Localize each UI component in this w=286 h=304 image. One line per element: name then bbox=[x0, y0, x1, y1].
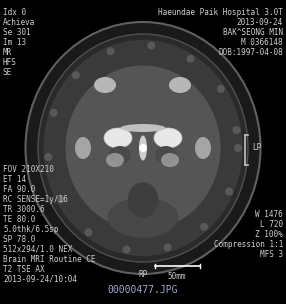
Text: TR 3000.6: TR 3000.6 bbox=[3, 205, 45, 214]
Text: 2013-09-24/10:04: 2013-09-24/10:04 bbox=[3, 275, 77, 284]
Text: ET 14: ET 14 bbox=[3, 175, 26, 184]
Ellipse shape bbox=[72, 71, 80, 79]
Text: TE 80.0: TE 80.0 bbox=[3, 215, 35, 224]
Ellipse shape bbox=[195, 137, 211, 159]
Text: W 1476: W 1476 bbox=[255, 210, 283, 219]
Text: Brain MRI Routine CE: Brain MRI Routine CE bbox=[3, 255, 96, 264]
Text: 5.0thk/6.5sp: 5.0thk/6.5sp bbox=[3, 225, 59, 234]
Ellipse shape bbox=[75, 137, 91, 159]
Ellipse shape bbox=[109, 146, 131, 164]
Ellipse shape bbox=[106, 153, 124, 167]
Text: BAK^SEONG MIN: BAK^SEONG MIN bbox=[223, 28, 283, 37]
Ellipse shape bbox=[155, 146, 177, 164]
Ellipse shape bbox=[57, 195, 65, 203]
Text: 512x294/1.0 NEX: 512x294/1.0 NEX bbox=[3, 245, 72, 254]
Ellipse shape bbox=[186, 55, 194, 63]
Text: Compression 1:1: Compression 1:1 bbox=[214, 240, 283, 249]
Ellipse shape bbox=[200, 223, 208, 231]
Ellipse shape bbox=[169, 77, 191, 93]
Ellipse shape bbox=[44, 40, 242, 255]
Ellipse shape bbox=[108, 198, 178, 238]
Ellipse shape bbox=[84, 228, 92, 237]
Ellipse shape bbox=[38, 34, 248, 262]
Text: 00000477.JPG: 00000477.JPG bbox=[108, 285, 178, 295]
Text: SE: SE bbox=[3, 68, 12, 77]
Ellipse shape bbox=[161, 153, 179, 167]
Ellipse shape bbox=[25, 22, 261, 274]
Ellipse shape bbox=[50, 109, 58, 117]
Ellipse shape bbox=[65, 65, 221, 230]
Text: T2 TSE AX: T2 TSE AX bbox=[3, 265, 45, 274]
Text: L 720: L 720 bbox=[260, 220, 283, 229]
Text: 50mm: 50mm bbox=[168, 272, 186, 281]
Ellipse shape bbox=[122, 245, 130, 254]
Text: DOB:1997-04-08: DOB:1997-04-08 bbox=[218, 48, 283, 57]
Text: HFS: HFS bbox=[3, 58, 17, 67]
Text: Z 100%: Z 100% bbox=[255, 230, 283, 239]
Ellipse shape bbox=[106, 47, 114, 55]
Text: LP: LP bbox=[252, 143, 261, 151]
Text: FA 90.0: FA 90.0 bbox=[3, 185, 35, 194]
Text: Se 301: Se 301 bbox=[3, 28, 31, 37]
Circle shape bbox=[139, 144, 147, 152]
Text: MFS 3: MFS 3 bbox=[260, 250, 283, 259]
Ellipse shape bbox=[120, 124, 166, 132]
Text: 2013-09-24: 2013-09-24 bbox=[237, 18, 283, 27]
Text: Haeundae Paik Hospital 3.0T: Haeundae Paik Hospital 3.0T bbox=[158, 8, 283, 17]
Ellipse shape bbox=[154, 128, 182, 148]
Ellipse shape bbox=[164, 244, 172, 251]
Text: M 0366148: M 0366148 bbox=[241, 38, 283, 47]
Text: Im 13: Im 13 bbox=[3, 38, 26, 47]
Ellipse shape bbox=[225, 188, 233, 195]
Ellipse shape bbox=[217, 85, 225, 93]
Ellipse shape bbox=[147, 41, 155, 49]
Text: RP: RP bbox=[138, 270, 148, 279]
Text: Idx 0: Idx 0 bbox=[3, 8, 26, 17]
Ellipse shape bbox=[44, 153, 52, 161]
Text: SP 78.0: SP 78.0 bbox=[3, 235, 35, 244]
Ellipse shape bbox=[233, 126, 241, 134]
Text: MR: MR bbox=[3, 48, 12, 57]
Text: Achieva: Achieva bbox=[3, 18, 35, 27]
Ellipse shape bbox=[104, 128, 132, 148]
Text: RC SENSE=1y/16: RC SENSE=1y/16 bbox=[3, 195, 68, 204]
Ellipse shape bbox=[234, 144, 242, 152]
Ellipse shape bbox=[139, 136, 147, 161]
Ellipse shape bbox=[128, 182, 158, 217]
Ellipse shape bbox=[94, 77, 116, 93]
Text: FOV 210X210: FOV 210X210 bbox=[3, 165, 54, 174]
